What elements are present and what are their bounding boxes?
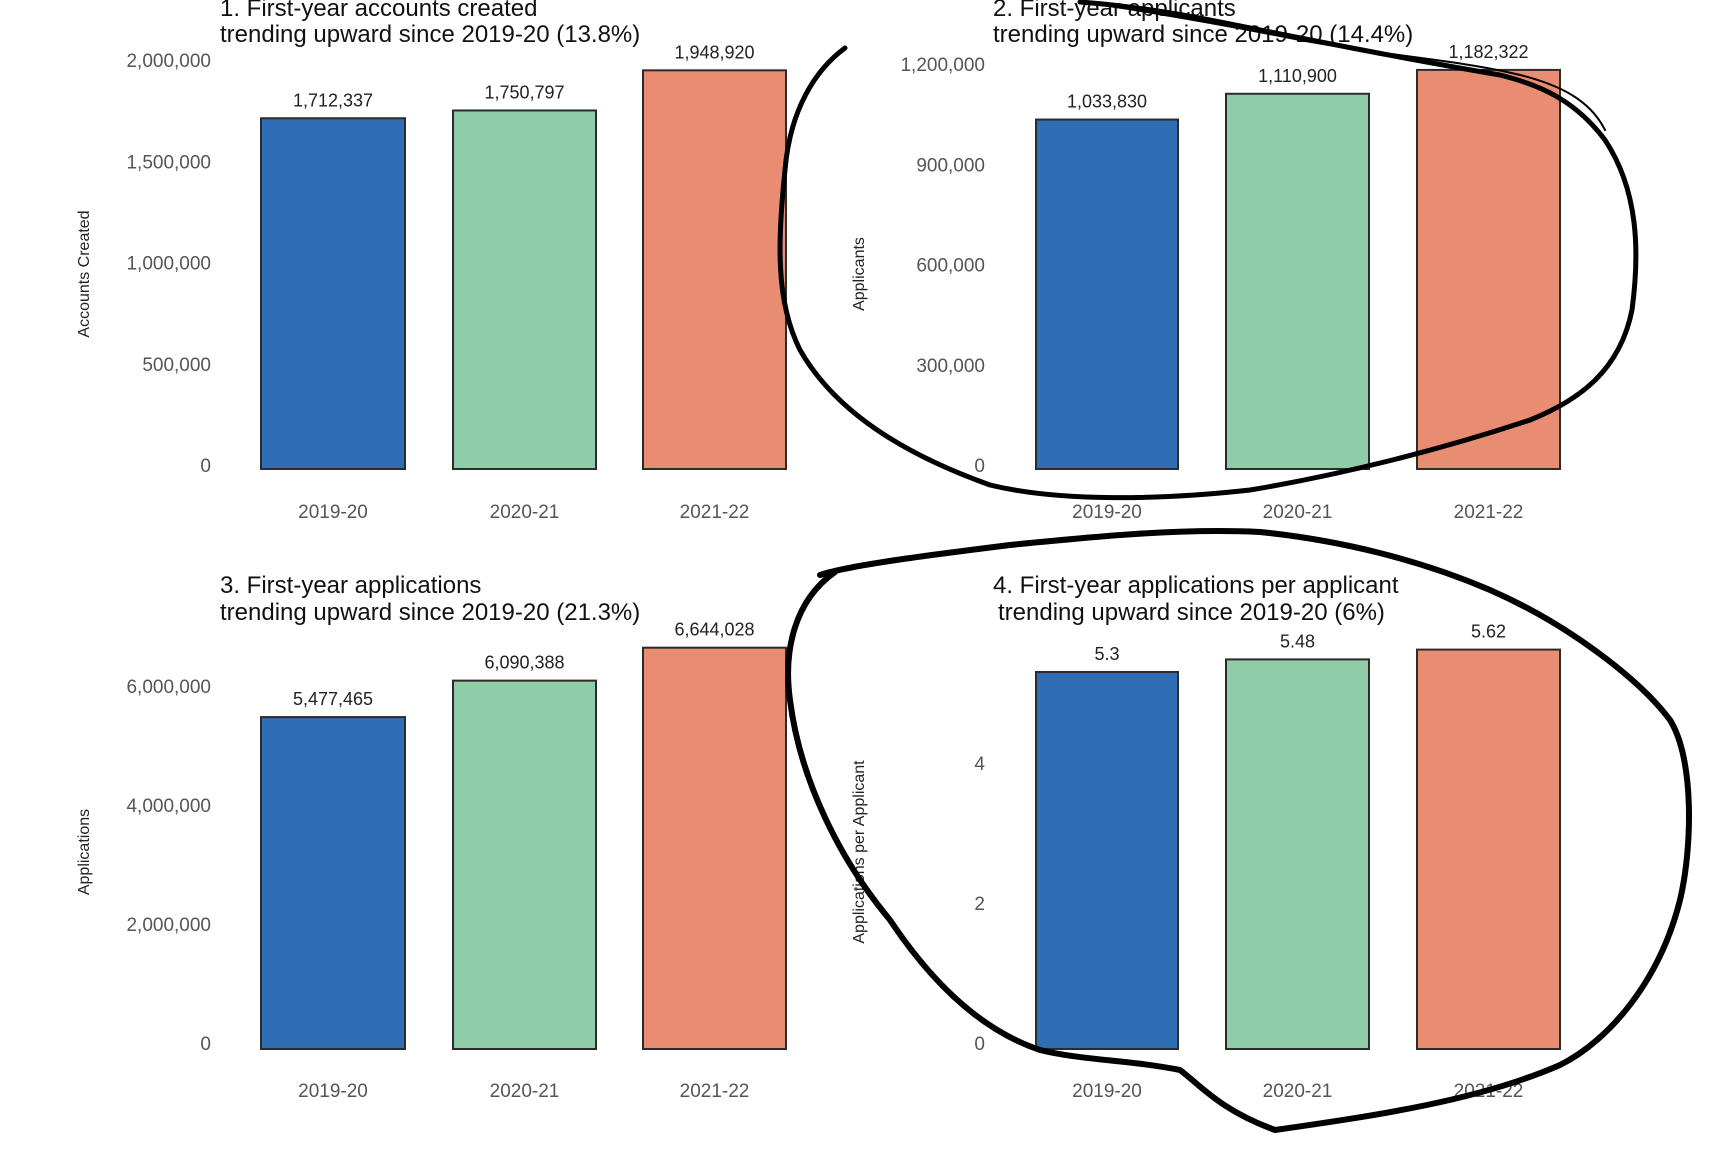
panel-applications: 3. First-year applications trending upwa… bbox=[76, 572, 787, 1102]
data-label: 6,090,388 bbox=[484, 653, 564, 673]
bar-2019-20 bbox=[1035, 671, 1179, 1050]
x-axis-ticks: 2019-20 2020-21 2021-22 bbox=[298, 1081, 749, 1102]
data-label: 1,712,337 bbox=[293, 90, 373, 110]
bar-2021-22 bbox=[642, 646, 787, 1051]
y-tick-label: 0 bbox=[974, 456, 985, 477]
data-label: 1,182,322 bbox=[1448, 42, 1528, 62]
y-tick-label: 600,000 bbox=[916, 256, 985, 277]
y-tick-label: 1,500,000 bbox=[126, 152, 211, 173]
bar-2021-22 bbox=[1416, 68, 1561, 470]
data-label: 6,644,028 bbox=[674, 620, 754, 640]
data-labels: 1,712,337 1,750,797 1,948,920 bbox=[293, 42, 755, 110]
y-tick-label: 2,000,000 bbox=[126, 51, 211, 72]
ink-annotations bbox=[777, 0, 1692, 1133]
y-tick-label: 300,000 bbox=[916, 356, 985, 377]
data-label: 5.62 bbox=[1471, 622, 1506, 642]
panel-applications-per-applicant: 4. First-year applications per applicant… bbox=[851, 572, 1561, 1102]
y-tick-label: 4,000,000 bbox=[126, 796, 211, 817]
y-axis-ticks: 0 2,000,000 4,000,000 6,000,000 bbox=[126, 677, 211, 1055]
x-tick-label: 2021-22 bbox=[680, 1081, 750, 1102]
y-tick-label: 2,000,000 bbox=[126, 915, 211, 936]
chart-subtitle: trending upward since 2019-20 (13.8%) bbox=[220, 21, 640, 48]
y-axis-label: Applicants bbox=[851, 237, 868, 311]
x-tick-label: 2020-21 bbox=[1263, 1081, 1333, 1102]
chart-title: 4. First-year applications per applicant bbox=[993, 572, 1399, 599]
chart-title: 1. First-year accounts created bbox=[220, 0, 537, 22]
bar-2020-21 bbox=[1225, 92, 1370, 470]
data-label: 1,110,900 bbox=[1258, 66, 1337, 86]
chart-subtitle: trending upward since 2019-20 (6%) bbox=[998, 599, 1385, 626]
bar-2019-20 bbox=[260, 716, 406, 1050]
y-axis-ticks: 0 300,000 600,000 900,000 1,200,000 bbox=[900, 55, 985, 477]
bar-2020-21 bbox=[1225, 658, 1370, 1051]
y-axis-label: Accounts Created bbox=[76, 210, 93, 337]
bar-2021-22 bbox=[1416, 648, 1561, 1050]
x-tick-label: 2019-20 bbox=[298, 1081, 368, 1102]
bar-2020-21 bbox=[452, 109, 597, 471]
bars bbox=[260, 69, 787, 471]
bar-2020-21 bbox=[452, 679, 597, 1050]
data-labels: 5,477,465 6,090,388 6,644,028 bbox=[293, 620, 755, 709]
x-tick-label: 2019-20 bbox=[1072, 502, 1142, 523]
y-axis-ticks: 0 500,000 1,000,000 1,500,000 2,000,000 bbox=[126, 51, 211, 477]
x-axis-ticks: 2019-20 2020-21 2021-22 bbox=[1072, 502, 1523, 523]
bars bbox=[260, 646, 787, 1051]
y-tick-label: 1,200,000 bbox=[900, 55, 985, 76]
ink-stroke-panel-2 bbox=[1079, 1, 1606, 131]
data-labels: 1,033,830 1,110,900 1,182,322 bbox=[1067, 42, 1529, 112]
y-tick-label: 2 bbox=[974, 894, 985, 915]
x-tick-label: 2019-20 bbox=[1072, 1081, 1142, 1102]
y-tick-label: 0 bbox=[200, 456, 211, 477]
y-tick-label: 4 bbox=[974, 754, 985, 775]
chart-title: 3. First-year applications bbox=[220, 572, 481, 599]
x-axis-ticks: 2019-20 2020-21 2021-22 bbox=[298, 502, 749, 523]
x-tick-label: 2021-22 bbox=[1454, 502, 1524, 523]
panel-applicants: 2. First-year applicants trending upward… bbox=[851, 0, 1561, 523]
y-tick-label: 0 bbox=[974, 1034, 985, 1055]
ink-circle-panel-4 bbox=[785, 528, 1692, 1133]
data-label: 1,948,920 bbox=[674, 42, 754, 62]
data-label: 5.3 bbox=[1094, 644, 1119, 664]
x-tick-label: 2020-21 bbox=[1263, 502, 1333, 523]
chart-subtitle: trending upward since 2019-20 (14.4%) bbox=[993, 21, 1413, 48]
y-axis-label: Applications per Applicant bbox=[851, 760, 868, 944]
data-label: 5,477,465 bbox=[293, 689, 373, 709]
y-tick-label: 6,000,000 bbox=[126, 677, 211, 698]
chart-subtitle: trending upward since 2019-20 (21.3%) bbox=[220, 599, 640, 626]
x-tick-label: 2019-20 bbox=[298, 502, 368, 523]
y-tick-label: 1,000,000 bbox=[126, 254, 211, 275]
y-axis-label: Applications bbox=[76, 809, 93, 895]
bars bbox=[1035, 648, 1561, 1051]
panel-accounts-created: 1. First-year accounts created trending … bbox=[76, 0, 787, 523]
ink-circle-panel-2 bbox=[777, 0, 1639, 501]
bar-2021-22 bbox=[642, 69, 787, 471]
data-label: 1,033,830 bbox=[1067, 92, 1147, 112]
bars bbox=[1035, 68, 1561, 470]
x-tick-label: 2020-21 bbox=[490, 1081, 560, 1102]
bar-2019-20 bbox=[1035, 118, 1179, 470]
x-tick-label: 2020-21 bbox=[490, 502, 560, 523]
x-tick-label: 2021-22 bbox=[680, 502, 750, 523]
data-label: 1,750,797 bbox=[484, 82, 564, 102]
y-tick-label: 500,000 bbox=[142, 355, 211, 376]
data-labels: 5.3 5.48 5.62 bbox=[1094, 622, 1506, 664]
y-axis-ticks: 0 2 4 bbox=[974, 754, 985, 1055]
data-label: 5.48 bbox=[1280, 631, 1315, 651]
y-tick-label: 900,000 bbox=[916, 155, 985, 176]
bar-2019-20 bbox=[260, 117, 406, 470]
y-tick-label: 0 bbox=[200, 1034, 211, 1055]
